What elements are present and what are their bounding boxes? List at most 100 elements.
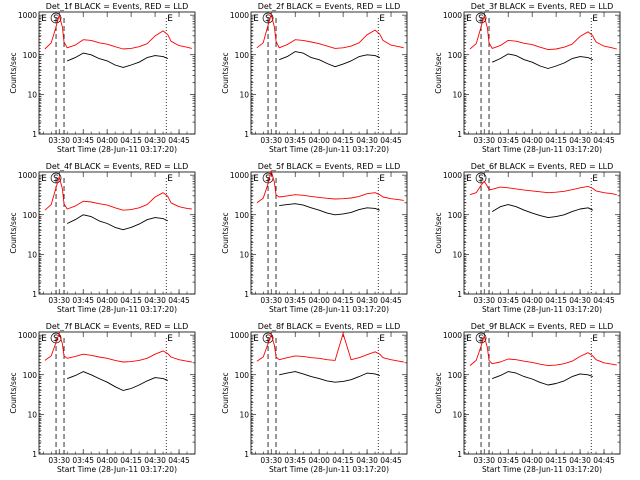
x-tick-label: 04:15 bbox=[332, 456, 354, 465]
panel-title: Det_1f BLACK = Events, RED = LLD bbox=[46, 2, 189, 11]
x-tick-label: 04:30 bbox=[144, 456, 166, 465]
y-tick-label: 1000 bbox=[443, 331, 462, 340]
marker-label-e: E bbox=[379, 334, 385, 344]
x-tick-label: 03:45 bbox=[284, 296, 306, 305]
x-tick-label: 04:30 bbox=[144, 296, 166, 305]
y-tick-label: 1000 bbox=[18, 171, 37, 180]
panel-4: Det_4f BLACK = Events, RED = LLD 1 10 100 10… bbox=[9, 162, 196, 314]
lld-series-line bbox=[44, 176, 192, 211]
panel-title: Det_6f BLACK = Events, RED = LLD bbox=[471, 162, 614, 171]
y-tick-label: 1000 bbox=[230, 331, 249, 340]
x-tick-label: 04:00 bbox=[96, 296, 118, 305]
y-tick-label: 100 bbox=[448, 211, 463, 220]
x-tick-label: 04:45 bbox=[380, 296, 402, 305]
x-tick-label: 03:30 bbox=[260, 456, 282, 465]
y-tick-label: 100 bbox=[235, 211, 250, 220]
marker-label-e: E bbox=[592, 174, 598, 184]
marker-label-s: S bbox=[478, 14, 484, 24]
y-tick-label: 1 bbox=[457, 130, 462, 139]
x-axis-label: Start Time (28-Jun-11 03:17:20) bbox=[269, 145, 389, 154]
marker-circle bbox=[50, 12, 62, 24]
x-tick-label: 03:30 bbox=[473, 456, 495, 465]
panel-title: Det_2f BLACK = Events, RED = LLD bbox=[258, 2, 401, 11]
panel-7: Det_7f BLACK = Events, RED = LLD 1 10 100 10… bbox=[9, 322, 196, 474]
y-axis-label: Counts/sec bbox=[434, 372, 443, 413]
marker-label-e: E bbox=[466, 174, 472, 184]
marker-label-e: E bbox=[167, 174, 173, 184]
panel-title: Det_9f BLACK = Events, RED = LLD bbox=[471, 322, 614, 331]
marker-label-e: E bbox=[592, 334, 598, 344]
x-tick-label: 04:15 bbox=[545, 296, 567, 305]
events-series-line bbox=[492, 371, 593, 386]
y-tick-label: 10 bbox=[239, 410, 249, 419]
events-series-line bbox=[67, 214, 168, 231]
x-axis-label: Start Time (28-Jun-11 03:17:20) bbox=[482, 305, 602, 314]
x-tick-label: 03:45 bbox=[497, 456, 519, 465]
y-tick-label: 1 bbox=[32, 290, 37, 299]
plot-frame bbox=[463, 11, 621, 135]
x-tick-label: 04:00 bbox=[521, 456, 543, 465]
x-tick-label: 03:30 bbox=[48, 136, 70, 145]
x-tick-label: 04:15 bbox=[332, 296, 354, 305]
marker-label-s: S bbox=[265, 174, 271, 184]
lld-series-line bbox=[469, 335, 617, 367]
plot-frame bbox=[38, 171, 196, 295]
marker-label-e: E bbox=[41, 14, 47, 24]
x-tick-label: 03:30 bbox=[260, 136, 282, 145]
x-axis-label: Start Time (28-Jun-11 03:17:20) bbox=[57, 145, 177, 154]
y-axis-label: Counts/sec bbox=[9, 212, 18, 253]
y-axis-label: Counts/sec bbox=[434, 52, 443, 93]
panel-title: Det_8f BLACK = Events, RED = LLD bbox=[258, 322, 401, 331]
y-tick-label: 10 bbox=[27, 410, 37, 419]
x-tick-label: 04:45 bbox=[380, 136, 402, 145]
y-tick-label: 10 bbox=[452, 410, 462, 419]
x-tick-label: 04:30 bbox=[356, 456, 378, 465]
marker-label-e: E bbox=[41, 334, 47, 344]
y-tick-label: 1000 bbox=[18, 11, 37, 20]
x-tick-label: 04:00 bbox=[308, 456, 330, 465]
marker-label-s: S bbox=[478, 174, 484, 184]
x-axis-label: Start Time (28-Jun-11 03:17:20) bbox=[269, 465, 389, 474]
x-tick-label: 04:30 bbox=[569, 296, 591, 305]
panel-2: Det_2f BLACK = Events, RED = LLD 1 10 100 10… bbox=[221, 2, 408, 154]
x-tick-label: 04:30 bbox=[356, 296, 378, 305]
x-tick-label: 03:30 bbox=[473, 296, 495, 305]
marker-label-e: E bbox=[253, 174, 259, 184]
marker-label-e: E bbox=[466, 14, 472, 24]
events-series-line bbox=[279, 51, 380, 68]
y-tick-label: 1 bbox=[457, 290, 462, 299]
x-tick-label: 04:00 bbox=[308, 296, 330, 305]
marker-circle bbox=[50, 172, 62, 184]
x-axis-label: Start Time (28-Jun-11 03:17:20) bbox=[269, 305, 389, 314]
x-tick-label: 04:00 bbox=[96, 136, 118, 145]
x-tick-label: 04:30 bbox=[144, 136, 166, 145]
x-axis-label: Start Time (28-Jun-11 03:17:20) bbox=[57, 305, 177, 314]
x-tick-label: 04:15 bbox=[332, 136, 354, 145]
x-tick-label: 03:45 bbox=[284, 136, 306, 145]
x-tick-label: 04:15 bbox=[120, 296, 142, 305]
marker-label-e: E bbox=[167, 14, 173, 24]
x-tick-label: 04:15 bbox=[545, 136, 567, 145]
y-tick-label: 10 bbox=[452, 90, 462, 99]
y-axis-label: Counts/sec bbox=[221, 212, 230, 253]
y-tick-label: 100 bbox=[235, 51, 250, 60]
x-tick-label: 04:45 bbox=[593, 136, 615, 145]
x-tick-label: 04:45 bbox=[593, 456, 615, 465]
panel-1: Det_1f BLACK = Events, RED = LLD 1 10 100 10… bbox=[9, 2, 196, 154]
x-tick-label: 04:15 bbox=[120, 136, 142, 145]
y-tick-label: 1 bbox=[244, 290, 249, 299]
x-tick-label: 03:30 bbox=[260, 296, 282, 305]
x-tick-label: 04:30 bbox=[569, 136, 591, 145]
x-tick-label: 03:45 bbox=[284, 456, 306, 465]
y-axis-label: Counts/sec bbox=[434, 212, 443, 253]
x-tick-label: 04:45 bbox=[380, 456, 402, 465]
plot-frame bbox=[463, 171, 621, 295]
y-tick-label: 100 bbox=[23, 51, 38, 60]
marker-label-s: S bbox=[53, 334, 59, 344]
plot-frame bbox=[38, 11, 196, 135]
y-tick-label: 10 bbox=[239, 90, 249, 99]
marker-label-s: S bbox=[53, 174, 59, 184]
marker-label-s: S bbox=[53, 14, 59, 24]
panel-6: Det_6f BLACK = Events, RED = LLD 1 10 100 10… bbox=[434, 162, 621, 314]
x-tick-label: 03:45 bbox=[497, 296, 519, 305]
